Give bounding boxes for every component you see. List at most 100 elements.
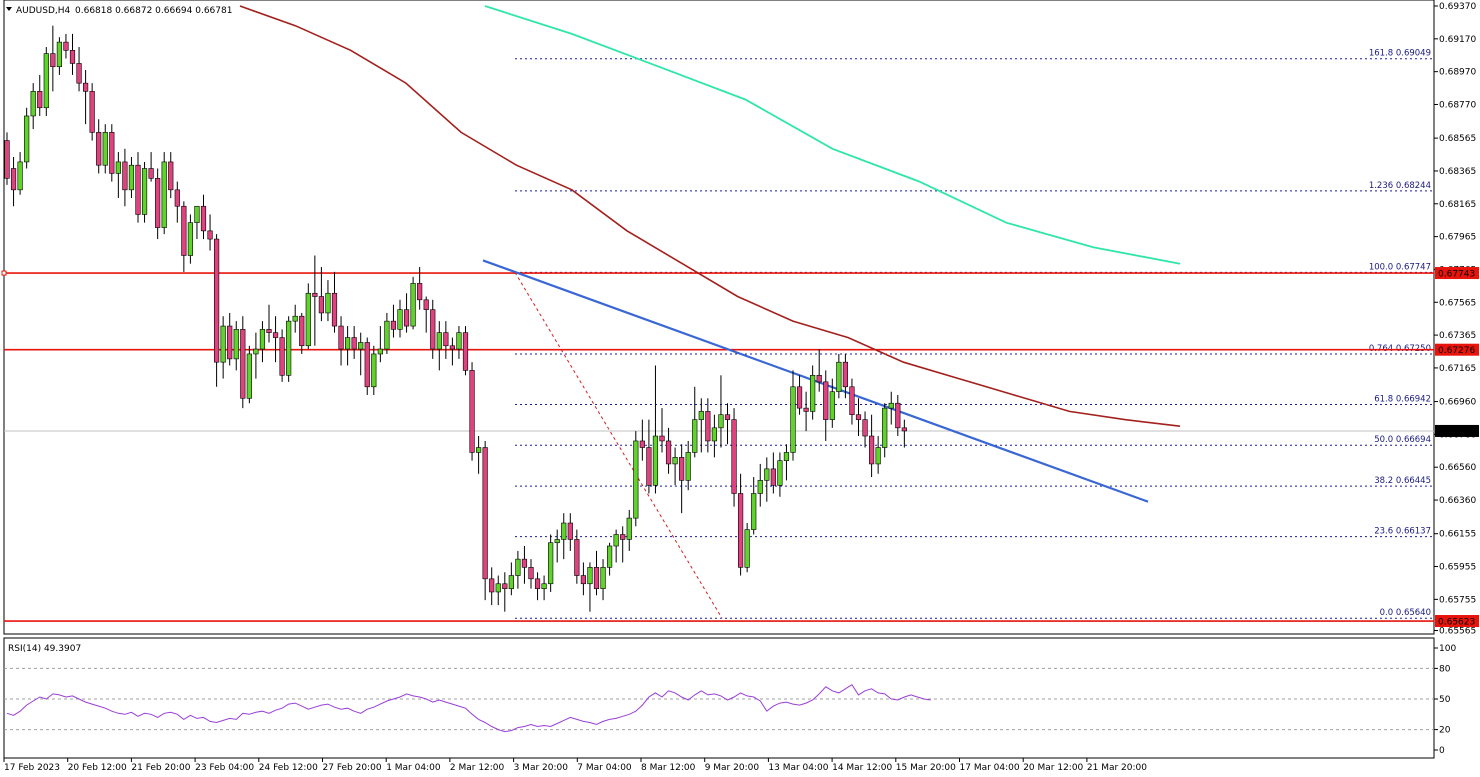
candle <box>430 299 436 359</box>
candle-body-bull <box>325 292 331 314</box>
candle <box>554 529 560 563</box>
candle <box>63 33 69 59</box>
fib-level-label: 100.0 0.67747 <box>1369 262 1431 272</box>
candle <box>141 161 148 223</box>
candle-body-bear <box>122 161 128 191</box>
candle <box>43 47 49 116</box>
candle <box>403 293 410 333</box>
candle <box>606 542 613 576</box>
time-tick-label: 3 Mar 20:00 <box>514 763 569 773</box>
fib-level-label: 161.8 0.69049 <box>1369 49 1431 59</box>
price-tick-label: 0.68365 <box>1439 167 1476 177</box>
candle-body-bear <box>868 435 875 465</box>
candle <box>384 312 390 354</box>
price-tick-label: 0.65565 <box>1439 627 1476 637</box>
candle <box>783 444 790 481</box>
candle <box>515 550 521 589</box>
candle <box>423 296 429 333</box>
candle-body-bull <box>718 414 724 429</box>
symbol-dropdown-icon[interactable] <box>6 7 12 11</box>
candle-body-bear <box>214 238 220 363</box>
candle <box>868 414 875 478</box>
price-tick-label: 0.65955 <box>1439 563 1476 573</box>
candle-body-bear <box>823 381 829 420</box>
candle <box>895 395 901 437</box>
candle-body-bull <box>810 375 816 412</box>
candle-body-bull <box>17 161 23 191</box>
candle <box>30 83 36 130</box>
candle-body-bear <box>168 161 174 191</box>
candle <box>155 168 161 240</box>
candle <box>495 575 501 606</box>
candle-body-bear <box>403 309 410 327</box>
candle-body-bear <box>338 325 344 350</box>
candle <box>836 353 842 399</box>
candle-body-bear <box>181 205 187 256</box>
candle-body-bull <box>128 164 135 191</box>
candle <box>639 419 645 461</box>
candle-body-bear <box>646 447 652 486</box>
candle-body-bull <box>233 329 239 360</box>
candle <box>816 349 822 392</box>
candle-body-bear <box>89 91 95 133</box>
candle-body-bear <box>679 457 685 481</box>
candle-body-bear <box>430 309 436 350</box>
candle <box>764 457 770 502</box>
candle-body-bull <box>246 353 252 399</box>
candle <box>253 332 259 379</box>
fib-anchor-line <box>514 272 723 619</box>
time-tick-label: 20 Mar 12:00 <box>1023 763 1083 773</box>
candle <box>102 124 108 174</box>
candle-body-bull <box>253 348 259 355</box>
candle-body-bear <box>174 189 180 207</box>
candle <box>187 214 194 264</box>
candle <box>83 70 89 125</box>
candle <box>829 378 835 428</box>
time-tick-label: 21 Feb 20:00 <box>131 763 190 773</box>
rsi-tick-label: 80 <box>1439 664 1451 674</box>
candle <box>449 337 456 366</box>
candle <box>600 559 606 601</box>
candle <box>462 326 469 376</box>
time-tick-label: 24 Feb 12:00 <box>259 763 318 773</box>
candle-body-bear <box>449 345 456 350</box>
candle-body-bull <box>652 435 659 486</box>
candle-body-bull <box>24 115 30 163</box>
candle <box>331 271 338 333</box>
candle <box>456 326 462 359</box>
candle <box>665 427 672 474</box>
candle-body-bull <box>292 315 298 322</box>
time-tick-label: 17 Feb 2023 <box>4 763 60 773</box>
price-tick-label: 0.67365 <box>1439 331 1476 341</box>
candle <box>128 157 135 199</box>
candle <box>489 567 495 606</box>
candle-body-bear <box>665 440 672 465</box>
time-tick-label: 23 Feb 04:00 <box>195 763 254 773</box>
candle-body-bull <box>685 452 691 481</box>
price-tick-label: 0.67165 <box>1439 364 1476 374</box>
candle <box>698 398 704 453</box>
candle-body-bear <box>849 386 855 415</box>
candle-body-bull <box>711 427 717 442</box>
candle-body-bear <box>96 132 102 166</box>
candle <box>168 152 174 199</box>
candle <box>220 316 226 379</box>
candle-body-bear <box>705 411 711 442</box>
candle-body-bear <box>364 342 370 388</box>
candle <box>751 477 757 535</box>
current-price-tag-label: 0.66781 <box>1438 427 1475 437</box>
candle <box>685 440 691 491</box>
candle-body-bear <box>842 361 848 388</box>
candle <box>24 107 30 169</box>
candle <box>737 473 744 576</box>
candle <box>849 378 855 425</box>
candle-body-bear <box>227 325 233 360</box>
candle <box>214 234 220 387</box>
candle-body-bear <box>737 493 744 568</box>
candle-body-bear <box>469 370 475 453</box>
ohlc-readout: 0.66818 0.66872 0.66694 0.66781 <box>75 6 232 16</box>
candle <box>842 353 848 399</box>
candle <box>502 572 508 612</box>
price-tick-label: 0.66360 <box>1439 496 1476 506</box>
